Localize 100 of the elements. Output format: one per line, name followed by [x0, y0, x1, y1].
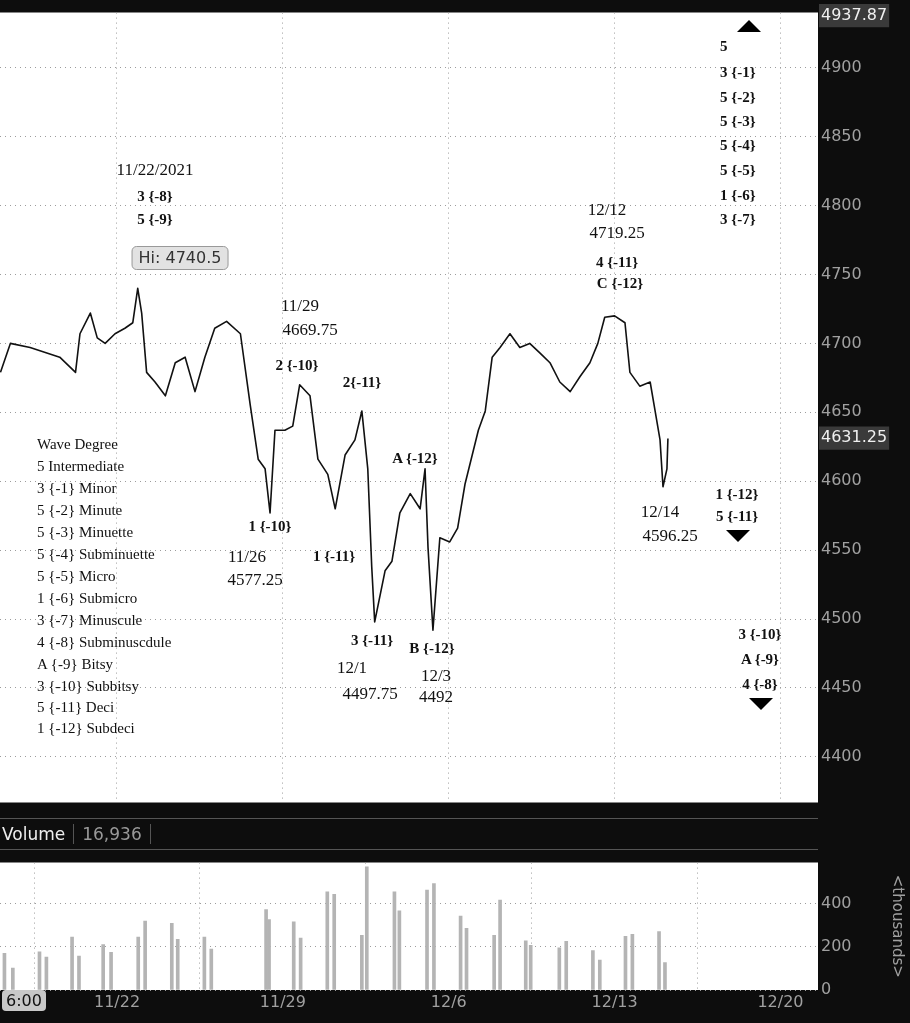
annotation: A {-12}: [392, 449, 438, 467]
bar: [564, 941, 569, 990]
annotation: 2 {-10}: [275, 356, 319, 374]
bar: [597, 959, 602, 990]
annotation: A {-9}: [740, 650, 780, 668]
bar: [109, 951, 113, 990]
y-tick-label: 4850: [821, 125, 862, 145]
bar: [209, 948, 214, 990]
y-tick-label: 4750: [821, 263, 862, 283]
text: 6:00: [6, 991, 42, 1010]
bar: [498, 899, 502, 990]
annotation: 1 {-6}: [720, 186, 756, 204]
y-tick-label: 0: [821, 979, 832, 999]
annotation: 11/29: [280, 296, 320, 315]
annotation: 3 {-7} Minuscule: [37, 611, 143, 629]
y-tick-label: 4900: [821, 56, 862, 76]
x-tick-label: 11/29: [259, 991, 306, 1011]
y-tick-label: 4450: [821, 677, 862, 697]
bar: [77, 955, 81, 990]
bar: [425, 889, 429, 990]
annotation: 1 {-11}: [312, 547, 356, 565]
x-tick-label: 11/22: [93, 991, 141, 1011]
annotation: 4669.75: [282, 320, 338, 339]
annotation: 5 {-4}: [720, 136, 756, 154]
bar: [364, 866, 369, 990]
annotation: 3 {-1} Minor: [37, 479, 117, 497]
y-tick-label: 4650: [821, 401, 862, 421]
annotation: 5 {-5} Micro: [37, 567, 116, 585]
annotation: 11/22/2021: [116, 160, 194, 179]
annotation: 4577.25: [227, 570, 283, 589]
y-tick-label: 4500: [821, 608, 862, 628]
annotation: 5 {-11} Deci: [37, 698, 115, 716]
annotation: 1 {-10}: [248, 517, 292, 535]
annotation: 4497.75: [342, 684, 398, 703]
y-axis-title: <thousands>: [889, 874, 908, 978]
y-tick-label: 400: [821, 892, 852, 912]
annotation: B {-12}: [409, 639, 455, 657]
annotation: 5 {-2}: [720, 88, 756, 106]
bar: [136, 936, 141, 990]
bar: [175, 938, 180, 990]
annotation: 4596.25: [642, 526, 698, 545]
bar: [492, 935, 496, 990]
bar: [169, 922, 174, 990]
annotation: 4492: [419, 687, 453, 706]
bar: [557, 947, 562, 990]
annotation: A {-9} Bitsy: [37, 655, 114, 673]
annotation: 5 {-3} Minuette: [37, 523, 134, 541]
x-tick-label: 12/6: [430, 991, 467, 1011]
annotation: 3 {-10} Subbitsy: [37, 677, 139, 695]
annotation: 5 {-9}: [137, 210, 173, 228]
annotation: 4 {-11}: [595, 253, 639, 271]
bar: [70, 936, 74, 990]
annotation: 5 {-2} Minute: [37, 501, 123, 519]
annotation: 1 {-6} Submicro: [37, 589, 138, 607]
y-tick-label: 4800: [821, 194, 862, 214]
bar: [143, 920, 147, 990]
annotation: 1 {-12}: [715, 485, 759, 503]
annotation: 12/14: [640, 502, 680, 521]
bar: [332, 894, 337, 990]
annotation: 1 {-12} Subdeci: [37, 719, 135, 737]
annotation: 5 {-3}: [720, 112, 756, 130]
bar: [657, 931, 661, 990]
bar: [663, 962, 667, 990]
bar: [11, 967, 15, 990]
annotation: 5 {-4} Subminuette: [37, 545, 155, 563]
annotation: 5 {-5}: [720, 161, 756, 179]
annotation: C {-12}: [596, 274, 644, 292]
y-tick-label: 4937.87: [821, 4, 888, 24]
chart-title: Volume: [0, 824, 75, 844]
y-tick-label: 200: [821, 935, 852, 955]
y-tick-label: 4631.25: [821, 427, 888, 447]
bar: [101, 944, 106, 990]
annotation: 4 {-8} Subminuscdule: [37, 633, 172, 651]
annotation: 2{-11}: [342, 373, 382, 391]
annotation: 12/1: [336, 658, 368, 677]
annotation: 12/3: [420, 666, 452, 685]
bar: [432, 883, 436, 990]
chart-subtitle: 16,936: [74, 824, 151, 844]
bar: [528, 944, 533, 990]
annotation: 3 {-1}: [720, 63, 756, 81]
annotation: 3 {-11}: [350, 631, 394, 649]
annotation: Hi: 4740.5: [131, 246, 229, 270]
x-tick-label: 12/20: [757, 991, 804, 1011]
bar: [325, 891, 330, 990]
bar: [291, 921, 296, 990]
annotation: 3 {-8}: [137, 187, 173, 205]
annotation: 5 {-11}: [715, 507, 759, 525]
x-tick-label: 12/13: [591, 991, 638, 1011]
annotation: 5 Intermediate: [37, 457, 125, 475]
bar: [591, 950, 595, 990]
annotation: Wave Degree: [37, 435, 118, 453]
annotation: 12/12: [587, 200, 627, 219]
y-tick-label: 4700: [821, 332, 862, 352]
y-tick-label: 4600: [821, 470, 862, 490]
annotation: 11/26: [227, 547, 267, 566]
annotation: 4 {-8}: [742, 675, 778, 693]
y-tick-label: 4400: [821, 746, 862, 766]
annotation: 3 {-7}: [720, 210, 756, 228]
y-tick-label: 4550: [821, 539, 862, 559]
annotation: 5: [720, 37, 728, 55]
